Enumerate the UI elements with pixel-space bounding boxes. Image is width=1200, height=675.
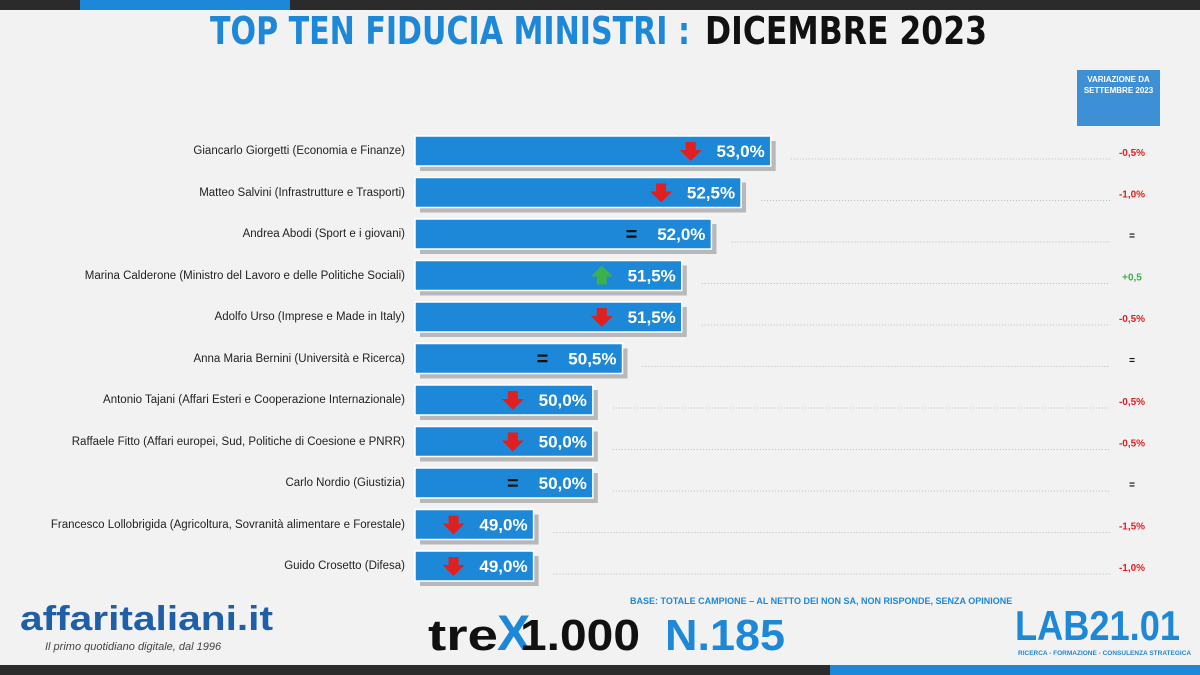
note: BASE: TOTALE CAMPIONE – AL NETTO DEI NON… [630, 596, 1012, 606]
trend-arrow [650, 183, 673, 203]
category-label: Raffaele Fitto (Affari europei, Sud, Pol… [71, 435, 405, 448]
change-label: -1,0% [1119, 190, 1145, 201]
trend-label: = [626, 224, 638, 246]
value-label: 51,5% [628, 308, 676, 327]
trend-arrow [442, 557, 465, 576]
bar [414, 259, 683, 292]
bar [414, 508, 535, 541]
tagline: Il primo quotidiano digitale, dal 1996 [45, 641, 222, 653]
category-label: Adolfo Urso (Imprese e Made in Italy) [214, 311, 405, 323]
top-strip [0, 0, 1200, 10]
brand: affaritaliani.it [20, 600, 273, 638]
category-label: Marina Calderone (Ministro del Lavoro e … [84, 269, 405, 282]
value-label: 50,0% [539, 474, 587, 493]
change-label: = [1129, 231, 1135, 242]
bottom-accent [830, 665, 1200, 675]
change-label: -1,0% [1119, 563, 1145, 574]
category-label: Giancarlo Giorgetti (Economia e Finanze) [193, 145, 405, 157]
trend-arrow [442, 515, 465, 535]
bar [414, 550, 535, 582]
bar [414, 467, 594, 499]
category-label: Andrea Abodi (Sport e i giovani) [242, 228, 405, 240]
category-label: Matteo Salvini (Infrastrutture e Traspor… [199, 186, 405, 199]
change-label: -0,5% [1119, 314, 1145, 325]
category-label: Guido Crosetto (Difesa) [284, 560, 405, 572]
bottom-strip [0, 665, 1200, 675]
trend-label: = [507, 473, 519, 495]
category-label: Carlo Nordio (Giustizia) [285, 477, 405, 489]
bar [414, 342, 624, 375]
change-header-box [1077, 70, 1160, 126]
category-label: Francesco Lollobrigida (Agricoltura, Sov… [50, 518, 405, 531]
bar [414, 176, 742, 209]
title: TOP TEN FIDUCIA MINISTRI : [210, 9, 690, 53]
trend-arrow [590, 265, 613, 285]
change-label: = [1129, 356, 1135, 367]
bar [414, 218, 713, 250]
issue: N.185 [665, 611, 785, 660]
bar [414, 301, 683, 333]
top-accent [80, 0, 290, 10]
series-x: X [497, 605, 530, 661]
change-label: = [1129, 480, 1135, 491]
trend-arrow [501, 391, 524, 410]
category-label: Antonio Tajani (Affari Esteri e Cooperaz… [103, 394, 405, 406]
subtitle: DICEMBRE 2023 [705, 9, 987, 53]
bar [414, 135, 772, 167]
value-label: 53,0% [717, 142, 765, 161]
change-label: -0,5% [1119, 397, 1145, 408]
change-label: -1,5% [1119, 522, 1145, 533]
trend-label: = [537, 349, 549, 371]
series-num: 1.000 [520, 611, 640, 660]
value-label: 52,0% [657, 225, 705, 244]
change-label: -0,5% [1119, 148, 1145, 159]
value-label: 50,0% [539, 391, 587, 410]
trend-arrow [590, 308, 613, 327]
value-label: 51,5% [628, 267, 676, 286]
value-label: 50,0% [539, 433, 587, 452]
series-pre: tre [428, 611, 498, 660]
trend-arrow [679, 142, 702, 161]
value-label: 50,5% [568, 350, 616, 369]
change-header: VARIAZIONE DA SETTEMBRE 2023 [1083, 75, 1154, 95]
lab: LAB21.01 [1015, 602, 1180, 649]
change-label: -0,5% [1119, 439, 1145, 450]
value-label: 49,0% [479, 516, 527, 535]
change-label: +0,5 [1122, 273, 1142, 284]
lab-tagline: RICERCA - FORMAZIONE - CONSULENZA STRATE… [1018, 650, 1191, 657]
trend-arrow [501, 432, 524, 452]
value-label: 49,0% [479, 557, 527, 576]
category-label: Anna Maria Bernini (Università e Ricerca… [193, 352, 405, 365]
value-label: 52,5% [687, 184, 735, 203]
